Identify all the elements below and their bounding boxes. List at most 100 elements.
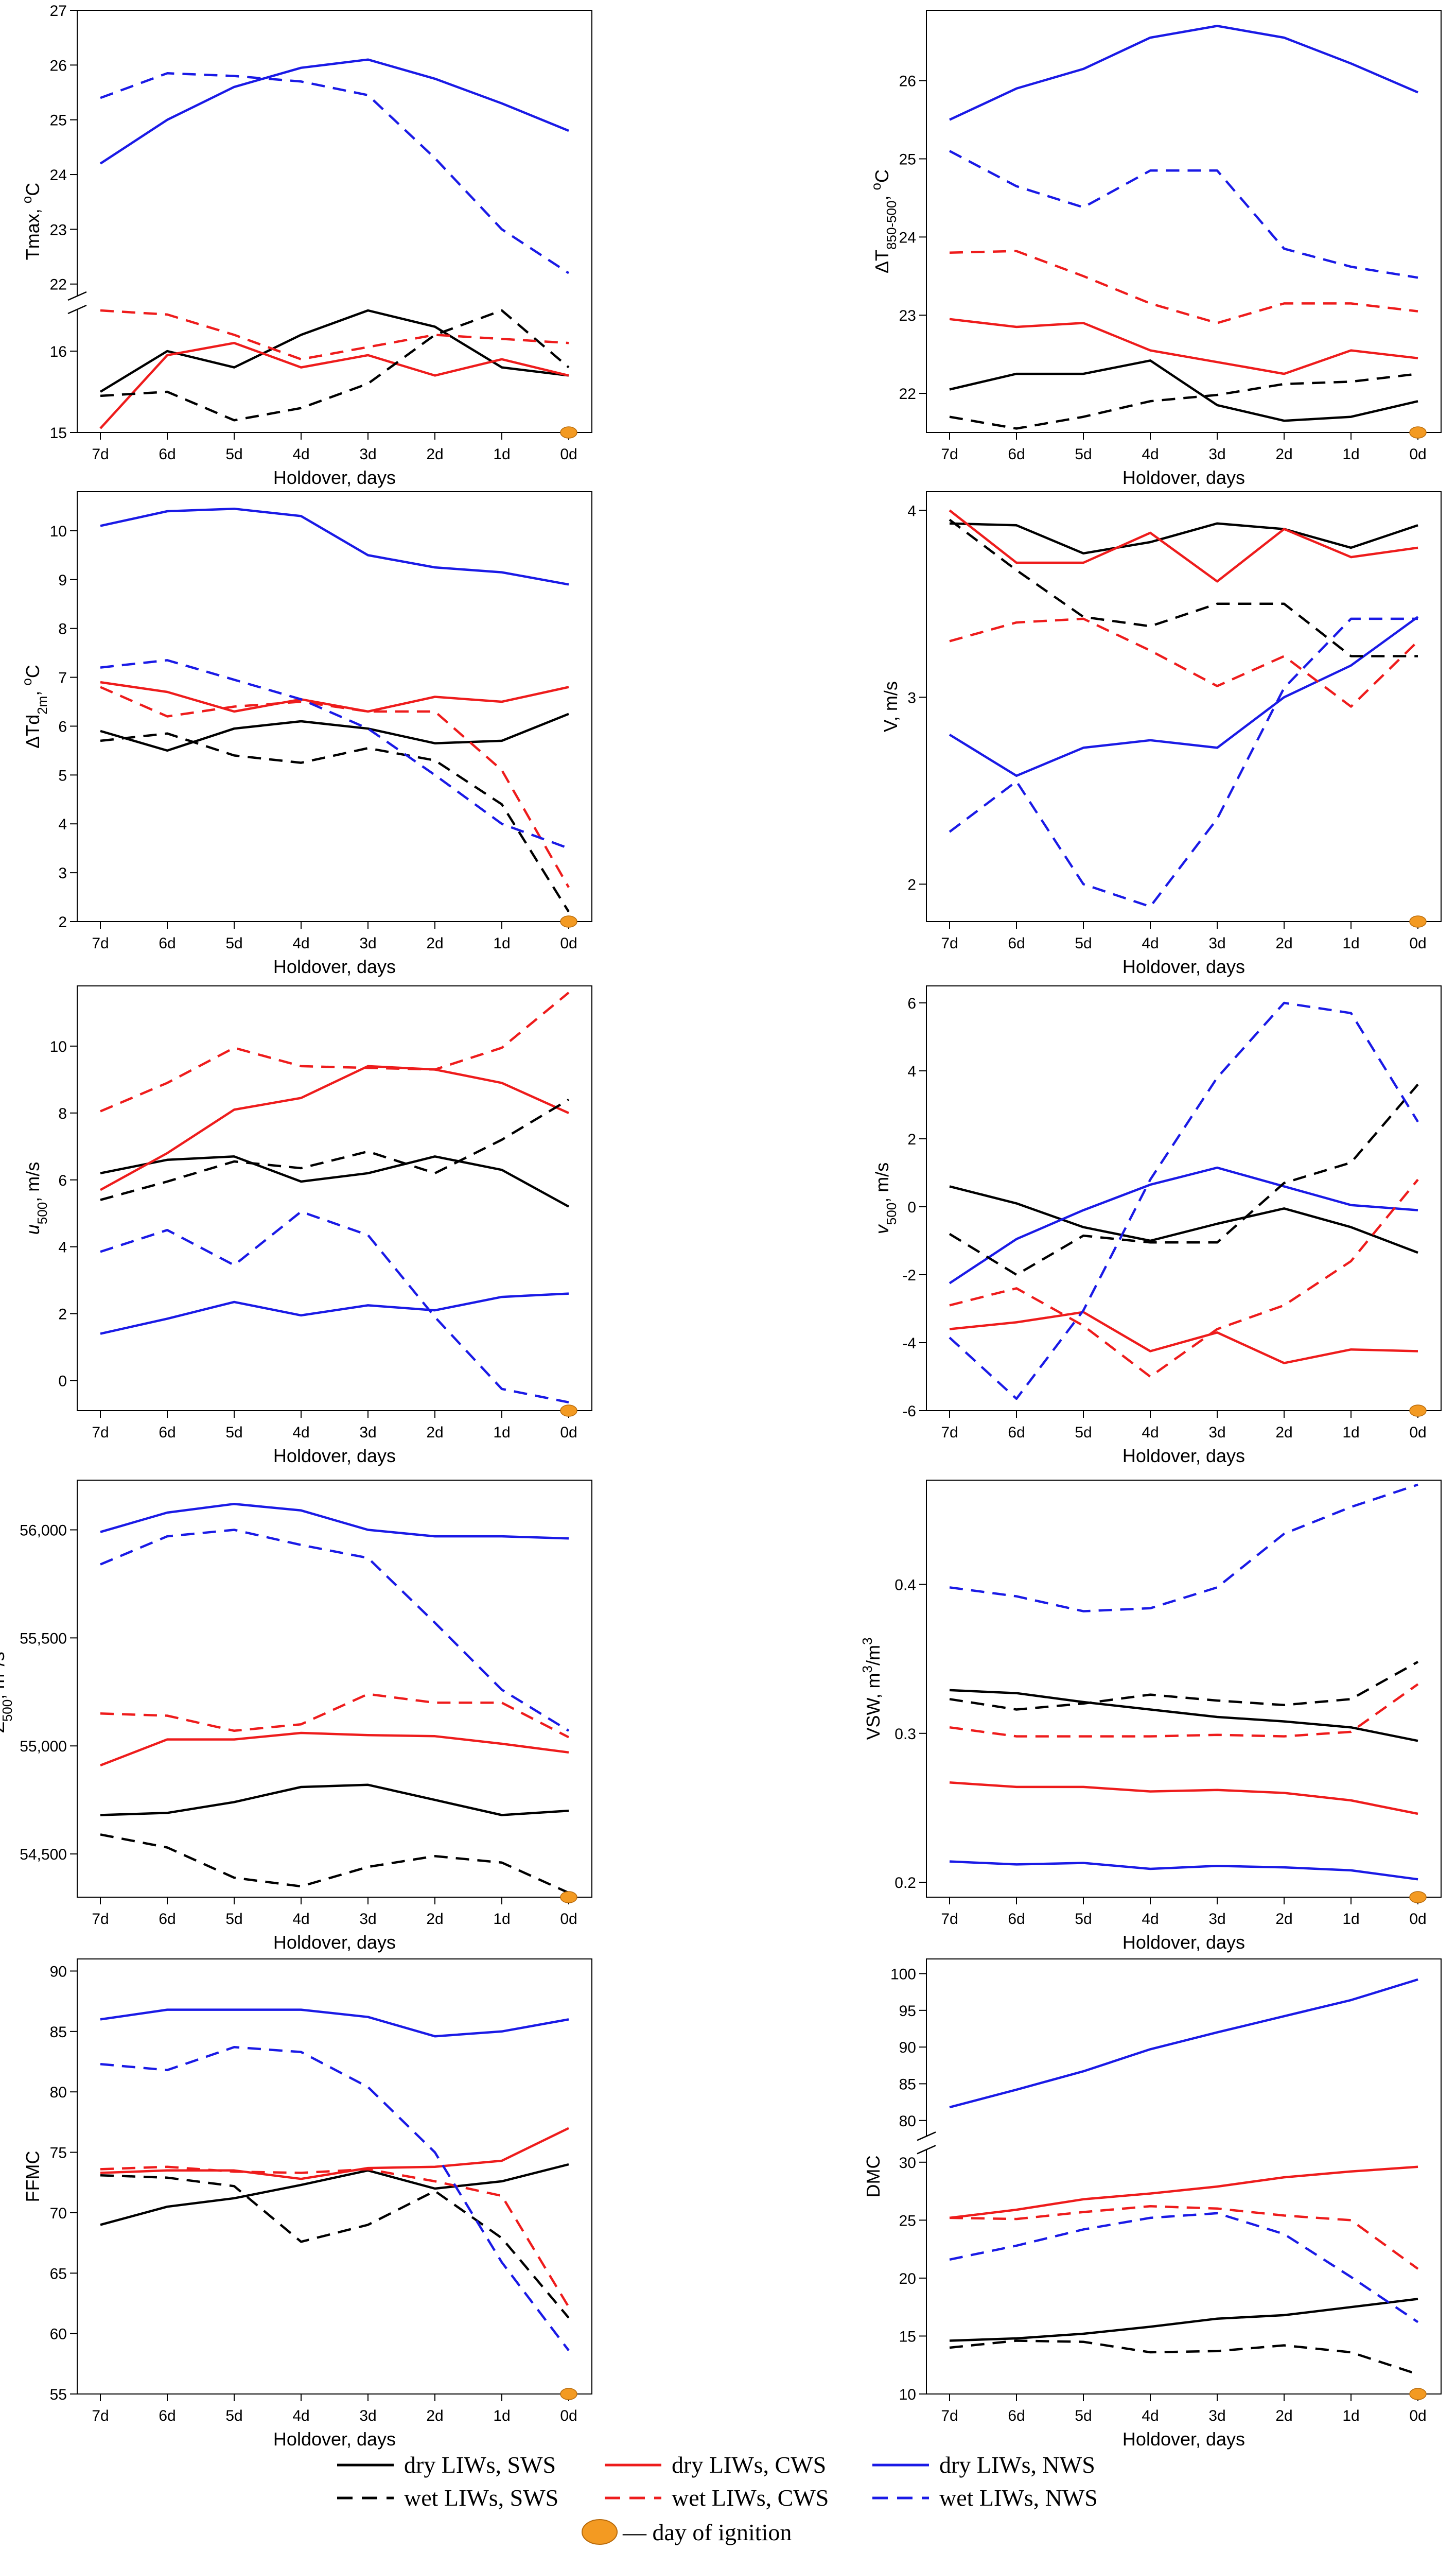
x-tick-label: 6d [1008, 1911, 1025, 1928]
series-line-wet-liws-nws [100, 659, 569, 849]
y-tick-label: 4 [58, 1239, 67, 1256]
x-tick-label: 4d [1142, 935, 1159, 952]
series-line-wet-liws-cws [100, 309, 569, 361]
x-axis-label: Holdover, days [273, 1932, 396, 1953]
legend-entry: wet LIWs, CWS [605, 2485, 829, 2511]
series-line-wet-liws-sws [100, 1098, 570, 1201]
y-axis-label: ΔT850-500, oC [868, 169, 899, 273]
series-line-wet-liws-cws [949, 617, 1419, 708]
y-tick-label: 10 [50, 1038, 67, 1055]
series-line-wet-liws-sws [949, 518, 1418, 657]
y-tick-label: 55,000 [20, 1738, 67, 1755]
y-tick-label: 15 [50, 425, 67, 442]
y-tick-label: 2 [58, 914, 67, 931]
x-tick-label: 3d [359, 1911, 376, 1928]
chart-panel-4: 2 3 4 7d 6d 5d 4d 3d 2d 1d 0d Holdover, days V, m/s [880, 491, 1442, 977]
series-line-dry-liws-sws [949, 522, 1418, 555]
y-tick-label: 90 [50, 1963, 67, 1980]
y-tick-label: 56,000 [20, 1522, 67, 1539]
series-line-dry-liws-cws [949, 1781, 1418, 1815]
legend-ignition-label: — day of ignition [622, 2519, 792, 2545]
x-tick-label: 2d [426, 935, 443, 952]
y-tick-label: 6 [58, 1172, 67, 1189]
x-tick-label: 5d [225, 2407, 242, 2424]
y-tick-label: 26 [50, 57, 67, 74]
series-line-wet-liws-nws [949, 2212, 1419, 2323]
y-axis-label: Z500, m2/s2 [0, 1644, 15, 1733]
y-tick-label: 4 [58, 816, 67, 833]
axis-break-gap [67, 296, 87, 309]
axis-break-mark [917, 2131, 936, 2141]
x-tick-label: 5d [1075, 935, 1092, 952]
x-tick-label: 7d [941, 1911, 958, 1928]
plot-frame [77, 10, 592, 433]
series-line-wet-liws-sws [100, 1833, 569, 1894]
x-tick-label: 2d [426, 1911, 443, 1928]
x-tick-label: 7d [92, 446, 109, 463]
x-axis-label: Holdover, days [273, 1445, 396, 1466]
x-tick-label: 1d [493, 2407, 510, 2424]
x-tick-label: 3d [359, 935, 376, 952]
x-tick-label: 6d [1008, 1424, 1025, 1441]
series-line-dry-liws-cws [949, 1311, 1418, 1364]
series-line-wet-liws-nws [100, 2046, 570, 2351]
y-tick-label: 0.3 [894, 1726, 916, 1743]
y-tick-label: 3 [907, 689, 916, 706]
x-tick-label: 5d [225, 446, 242, 463]
x-tick-label: 2d [1275, 1424, 1292, 1441]
axis-break-mark [917, 2145, 936, 2155]
ignition-marker [1409, 2388, 1427, 2400]
x-tick-label: 5d [1075, 1911, 1092, 1928]
x-tick-label: 6d [159, 446, 176, 463]
series-line-wet-liws-nws [949, 1483, 1418, 1612]
x-tick-label: 3d [1208, 2407, 1225, 2424]
ignition-marker [560, 1404, 577, 1417]
series-line-wet-liws-nws [949, 1001, 1419, 1400]
series-line-wet-liws-cws [949, 1683, 1419, 1738]
series-line-dry-liws-nws [949, 1166, 1418, 1285]
chart-panel-3: 2 3 4 5 6 7 8 9 10 7d 6d 5d 4d 3d 2d 1d 0d Holdover, days… [19, 491, 592, 977]
x-tick-label: 0d [560, 446, 577, 463]
x-tick-label: 1d [1342, 2407, 1359, 2424]
series-line-dry-liws-cws [949, 2165, 1418, 2219]
series-line-dry-liws-cws [100, 681, 569, 713]
legend-entry: dry LIWs, CWS [605, 2452, 826, 2478]
x-axis-label: Holdover, days [1122, 1445, 1245, 1466]
series-line-wet-liws-sws [100, 732, 570, 913]
y-tick-label: 25 [50, 112, 67, 129]
x-tick-label: 4d [292, 1911, 309, 1928]
x-tick-label: 7d [92, 1911, 109, 1928]
plot-frame [926, 1958, 1442, 2395]
x-tick-label: 5d [225, 935, 242, 952]
x-tick-label: 0d [560, 1424, 577, 1441]
x-tick-label: 4d [1142, 2407, 1159, 2424]
y-tick-label: 20 [899, 2270, 916, 2287]
x-axis-label: Holdover, days [1122, 956, 1245, 977]
x-tick-label: 7d [92, 1424, 109, 1441]
y-tick-label: 55 [50, 2386, 67, 2403]
ignition-marker [1409, 1891, 1427, 1903]
legend-entry: dry LIWs, NWS [872, 2452, 1095, 2478]
x-tick-label: 7d [92, 935, 109, 952]
series-line-wet-liws-nws [949, 617, 1418, 908]
y-axis-label: DMC [863, 2156, 884, 2198]
x-tick-label: 4d [292, 2407, 309, 2424]
series-line-wet-liws-cws [949, 250, 1418, 324]
x-tick-label: 1d [493, 446, 510, 463]
x-tick-label: 1d [493, 1911, 510, 1928]
y-tick-label: 7 [58, 670, 67, 687]
chart-panel-1: 15 16 22 23 24 25 26 27 7d 6d 5d 4d 3d 2d 1d 0d Holdover… [19, 3, 592, 488]
chart-panel-7: 54,500 55,000 55,500 56,000 7d 6d 5d 4d 3d 2d 1d 0d… [0, 1480, 592, 1953]
y-tick-label: 85 [50, 2024, 67, 2041]
plot-frame [926, 985, 1442, 1411]
plot-frame [77, 1480, 592, 1898]
x-tick-label: 6d [1008, 935, 1025, 952]
y-tick-label: 60 [50, 2326, 67, 2343]
x-tick-label: 5d [225, 1911, 242, 1928]
y-tick-label: 65 [50, 2265, 67, 2282]
y-tick-label: 95 [899, 2003, 916, 2020]
y-tick-label: 55,500 [20, 1630, 67, 1647]
ignition-marker [560, 426, 577, 439]
ignition-marker [1409, 426, 1427, 439]
y-tick-label: 23 [50, 221, 67, 238]
